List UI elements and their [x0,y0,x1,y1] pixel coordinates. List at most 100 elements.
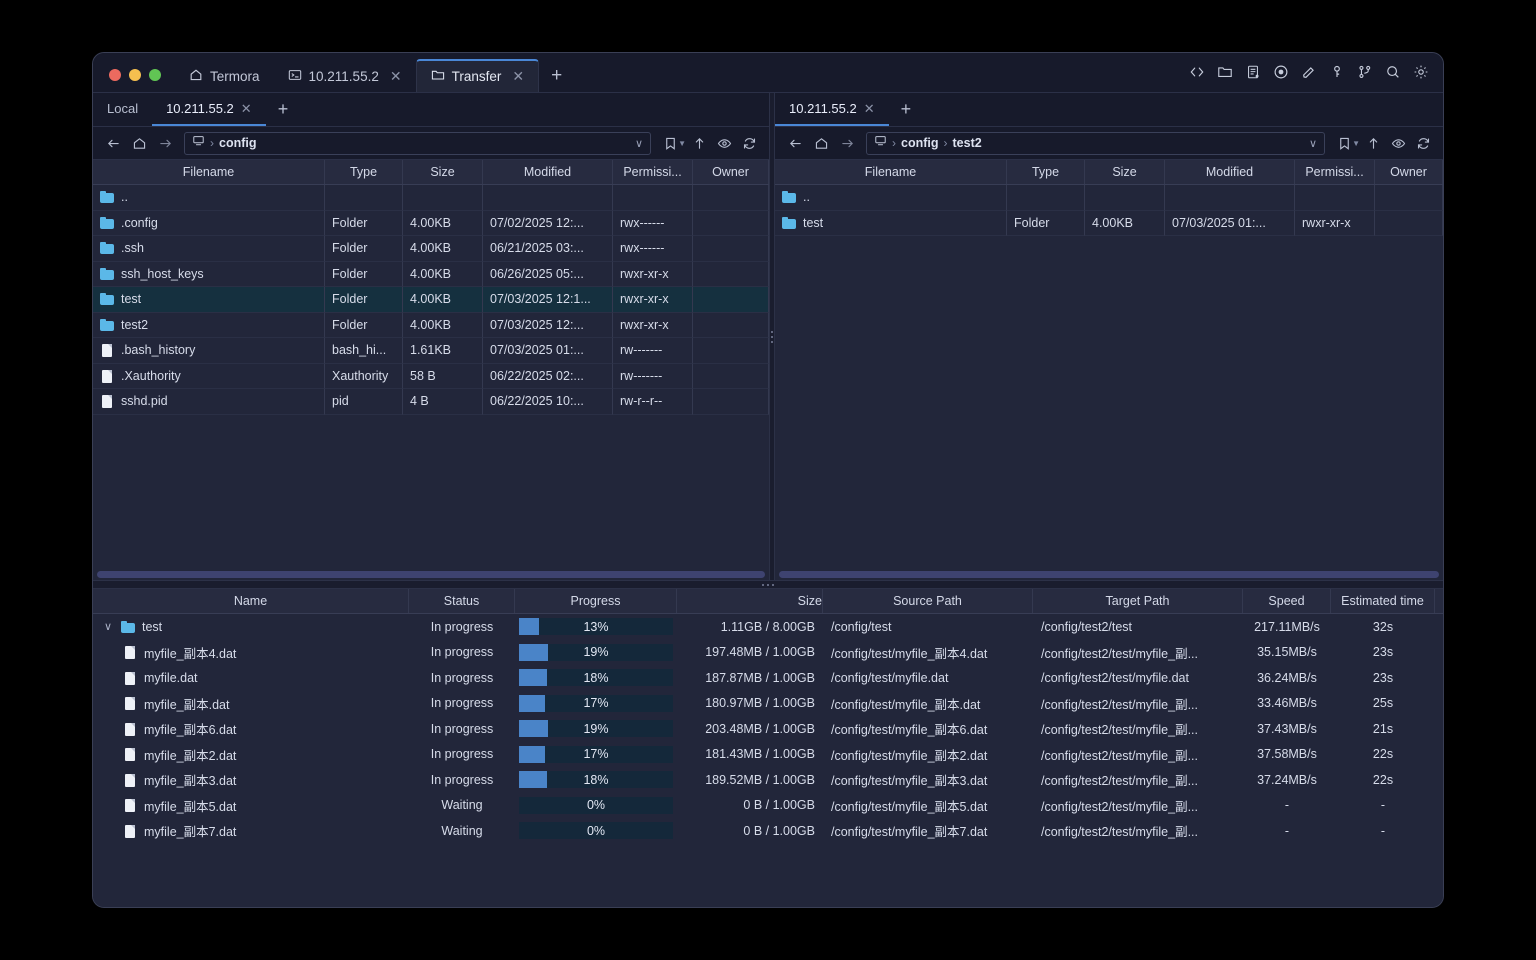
close-icon[interactable]: ✕ [389,68,402,84]
column-header-modified[interactable]: Modified [1165,160,1295,184]
back-arrow-icon[interactable] [101,131,125,155]
chevron-down-icon[interactable]: ∨ [1309,137,1318,150]
forward-arrow-icon[interactable] [835,131,859,155]
file-row[interactable]: test Folder 4.00KB 07/03/2025 01:... rwxr-xr… [775,210,1443,236]
chevron-down-icon[interactable]: ∨ [635,137,644,150]
git-branch-icon[interactable] [1353,60,1377,84]
file-row[interactable]: .Xauthority Xauthority 58 B 06/22/2025 02:.… [93,363,769,389]
transfer-splitter[interactable] [93,580,1443,589]
column-header-source-path[interactable]: Source Path [823,589,1033,613]
hidden-files-icon[interactable] [1386,131,1410,155]
new-pane-tab-button[interactable]: + [900,99,912,119]
gear-icon[interactable] [1409,60,1433,84]
transfer-name-cell[interactable]: myfile_副本.dat [93,694,409,713]
transfer-row[interactable]: myfile.dat In progress 18% 187.87MB / 1.00G… [93,665,1443,691]
pane-tab-host[interactable]: 10.211.55.2 ✕ [775,93,889,126]
pane-tab-local[interactable]: Local [93,93,152,126]
bookmark-dropdown-icon[interactable]: ▼ [678,138,686,148]
column-header-owner[interactable]: Owner [1375,160,1443,184]
new-window-tab-button[interactable]: + [551,64,563,86]
bookmark-dropdown-icon[interactable]: ▼ [1352,138,1360,148]
transfer-name-cell[interactable]: myfile_副本7.dat [93,821,409,840]
transfer-row[interactable]: myfile_副本.dat In progress 17% 180.97MB / 1.… [93,691,1443,717]
column-header-size[interactable]: Size [677,589,823,613]
left-horizontal-scrollbar[interactable] [93,569,769,580]
file-name-cell[interactable]: .. [775,185,1007,211]
breadcrumb-segment-test2[interactable]: test2 [952,136,982,150]
breadcrumb-segment-config[interactable]: config [901,136,939,150]
column-header-estimated-time[interactable]: Estimated time [1331,589,1435,613]
transfer-row[interactable]: ∨ test In progress 13% 1.11GB / 8.00GB/confi… [93,614,1443,640]
file-row[interactable]: .. [775,185,1443,211]
home-icon[interactable] [127,131,151,155]
column-header-size[interactable]: Size [403,160,483,184]
file-name-cell[interactable]: test [93,287,325,313]
close-icon[interactable]: ✕ [863,100,875,116]
column-header-filename[interactable]: Filename [775,160,1007,184]
transfer-name-cell[interactable]: myfile_副本6.dat [93,719,409,738]
right-path-breadcrumb[interactable]: › config › test2 ∨ [866,131,1326,155]
document-icon[interactable] [1241,60,1265,84]
column-header-type[interactable]: Type [1007,160,1085,184]
column-header-filename[interactable]: Filename [93,160,325,184]
file-name-cell[interactable]: sshd.pid [93,389,325,415]
file-name-cell[interactable]: .bash_history [93,338,325,364]
forward-arrow-icon[interactable] [153,131,177,155]
column-header-status[interactable]: Status [409,589,515,613]
file-row[interactable]: ssh_host_keys Folder 4.00KB 06/26/2025 05:.… [93,261,769,287]
transfer-name-cell[interactable]: ∨ test [93,620,409,634]
file-name-cell[interactable]: .. [93,185,325,211]
left-file-list[interactable]: .. .config Folder 4.00KB 07/02/2025 12:... rw… [93,185,769,569]
transfer-name-cell[interactable]: myfile_副本5.dat [93,796,409,815]
column-header-size[interactable]: Size [1085,160,1165,184]
pane-tab-host[interactable]: 10.211.55.2 ✕ [152,93,266,126]
transfer-list[interactable]: ∨ test In progress 13% 1.11GB / 8.00GB/confi… [93,614,1443,844]
bookmark-icon[interactable] [658,131,682,155]
upload-icon[interactable] [687,131,711,155]
column-header-target-path[interactable]: Target Path [1033,589,1243,613]
key-icon[interactable] [1325,60,1349,84]
column-header-type[interactable]: Type [325,160,403,184]
column-header-speed[interactable]: Speed [1243,589,1331,613]
file-row[interactable]: .. [93,185,769,211]
transfer-row[interactable]: myfile_副本4.dat In progress 19% 197.48MB / 1… [93,640,1443,666]
transfer-row[interactable]: myfile_副本5.dat Waiting 0% 0 B / 1.00GB/conf… [93,793,1443,819]
transfer-name-cell[interactable]: myfile_副本4.dat [93,643,409,662]
transfer-row[interactable]: myfile_副本3.dat In progress 18% 189.52MB / 1… [93,767,1443,793]
file-row[interactable]: .bash_history bash_hi... 1.61KB 07/03/2025 … [93,338,769,364]
file-row[interactable]: .config Folder 4.00KB 07/02/2025 12:... rwx-… [93,210,769,236]
right-horizontal-scrollbar[interactable] [775,569,1443,580]
file-row[interactable]: test2 Folder 4.00KB 07/03/2025 12:... rwxr-x… [93,312,769,338]
transfer-row[interactable]: myfile_副本6.dat In progress 19% 203.48MB / 1… [93,716,1443,742]
bookmark-icon[interactable] [1332,131,1356,155]
new-pane-tab-button[interactable]: + [277,99,289,119]
close-icon[interactable]: ✕ [512,68,525,84]
close-window-button[interactable] [109,69,121,81]
file-row[interactable]: sshd.pid pid 4 B 06/22/2025 10:... rw-r--r-- [93,389,769,415]
search-icon[interactable] [1381,60,1405,84]
folder-icon[interactable] [1213,60,1237,84]
close-icon[interactable]: ✕ [240,100,252,116]
window-tab-transfer[interactable]: Transfer ✕ [415,59,540,92]
file-row[interactable]: test Folder 4.00KB 07/03/2025 12:1... rwxr-x… [93,287,769,313]
right-file-list[interactable]: .. test Folder 4.00KB 07/03/2025 01:... rwxr-… [775,185,1443,569]
transfer-name-cell[interactable]: myfile_副本3.dat [93,770,409,789]
refresh-icon[interactable] [1411,131,1435,155]
file-name-cell[interactable]: test [775,210,1007,236]
file-row[interactable]: .ssh Folder 4.00KB 06/21/2025 03:... rwx----… [93,236,769,262]
maximize-window-button[interactable] [149,69,161,81]
column-header-permissions[interactable]: Permissi... [1295,160,1375,184]
transfer-row[interactable]: myfile_副本7.dat Waiting 0% 0 B / 1.00GB/conf… [93,818,1443,844]
window-tab-host[interactable]: 10.211.55.2 ✕ [274,59,416,92]
column-header-owner[interactable]: Owner [693,160,769,184]
scrollbar-thumb[interactable] [779,571,1439,578]
back-arrow-icon[interactable] [783,131,807,155]
home-icon[interactable] [809,131,833,155]
file-name-cell[interactable]: .ssh [93,236,325,262]
file-name-cell[interactable]: test2 [93,312,325,338]
chevron-down-icon[interactable]: ∨ [103,621,113,634]
refresh-icon[interactable] [737,131,761,155]
code-icon[interactable] [1185,60,1209,84]
scrollbar-thumb[interactable] [97,571,765,578]
pencil-icon[interactable] [1297,60,1321,84]
